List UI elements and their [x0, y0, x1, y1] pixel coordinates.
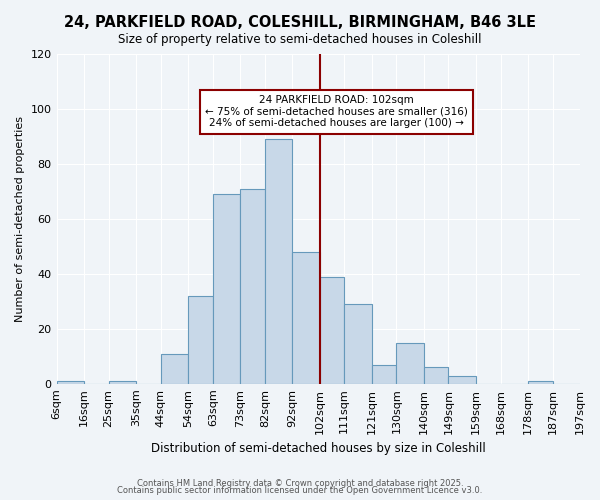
Bar — [109, 381, 136, 384]
Bar — [292, 252, 320, 384]
Text: Size of property relative to semi-detached houses in Coleshill: Size of property relative to semi-detach… — [118, 32, 482, 46]
Bar — [161, 354, 188, 384]
Bar — [528, 381, 553, 384]
Bar — [344, 304, 372, 384]
Text: 24 PARKFIELD ROAD: 102sqm
← 75% of semi-detached houses are smaller (316)
24% of: 24 PARKFIELD ROAD: 102sqm ← 75% of semi-… — [205, 95, 468, 128]
X-axis label: Distribution of semi-detached houses by size in Coleshill: Distribution of semi-detached houses by … — [151, 442, 485, 455]
Bar — [240, 188, 265, 384]
Bar — [213, 194, 240, 384]
Bar — [397, 342, 424, 384]
Bar — [372, 364, 397, 384]
Bar — [320, 276, 344, 384]
Bar — [265, 139, 292, 384]
Y-axis label: Number of semi-detached properties: Number of semi-detached properties — [15, 116, 25, 322]
Text: Contains public sector information licensed under the Open Government Licence v3: Contains public sector information licen… — [118, 486, 482, 495]
Bar — [56, 381, 84, 384]
Text: Contains HM Land Registry data © Crown copyright and database right 2025.: Contains HM Land Registry data © Crown c… — [137, 478, 463, 488]
Bar — [448, 376, 476, 384]
Bar — [424, 368, 448, 384]
Bar — [188, 296, 213, 384]
Text: 24, PARKFIELD ROAD, COLESHILL, BIRMINGHAM, B46 3LE: 24, PARKFIELD ROAD, COLESHILL, BIRMINGHA… — [64, 15, 536, 30]
